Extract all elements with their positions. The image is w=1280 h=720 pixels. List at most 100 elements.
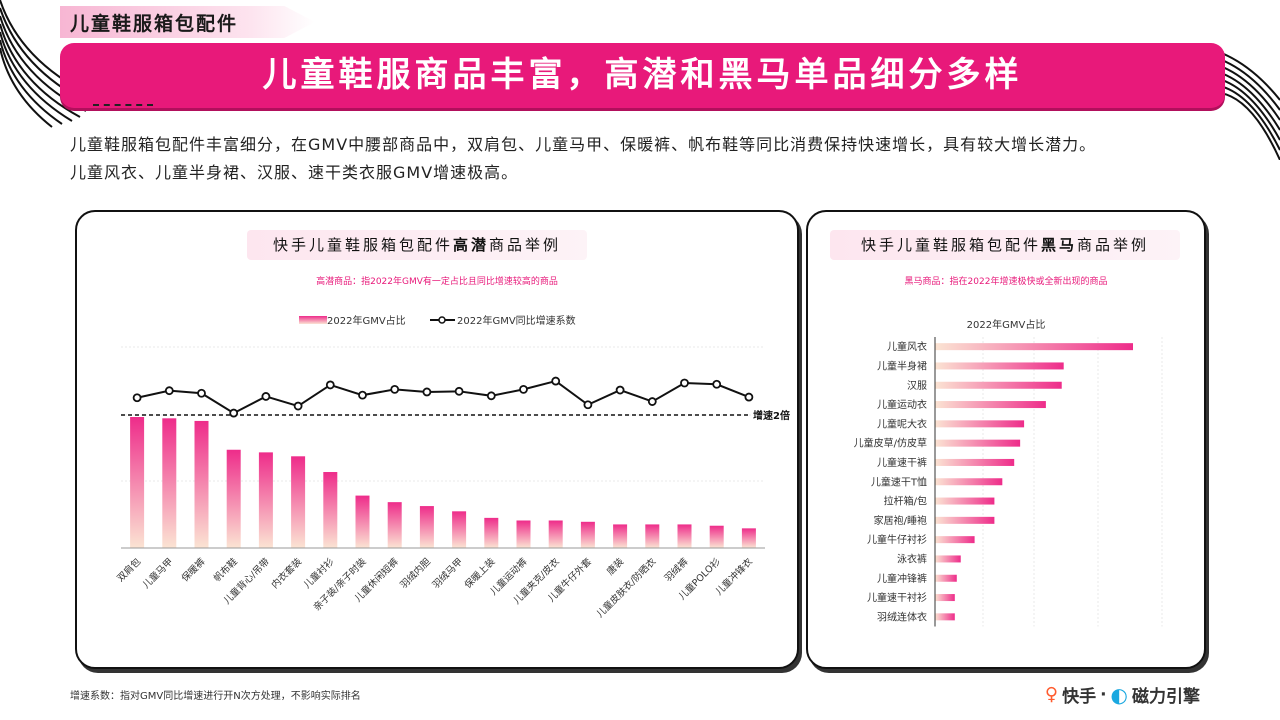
bar-保暖裤 [194,420,209,548]
y-tick-label: 泳衣裤 [897,552,927,565]
y-tick-label: 拉杆箱/包 [884,495,927,508]
growth-point-亲子装/亲子时装 [358,390,367,400]
x-tick-label: 帆布鞋 [211,555,240,584]
growth-point-儿童牛仔外套 [583,400,593,410]
dark-horse-subtitle: 黑马商品：指在2022年增速极快或全新出现的商品 [904,277,1108,287]
banner-divider [93,104,153,106]
hbar-儿童牛仔衬衫 [935,536,975,544]
x-tick-label: 保暖裤 [179,555,208,584]
bar-儿童衬衫 [323,472,338,548]
page-title-banner: 儿童鞋服商品丰富，高潜和黑马单品细分多样 [60,43,1225,108]
growth-point-儿童冲锋衣 [744,392,754,402]
x-tick-label: 儿童马甲 [140,556,175,591]
footnote: 增速系数：指对GMV同比增速进行开N次方处理，不影响实际排名 [70,691,361,702]
dark-horse-panel: 快手儿童鞋服箱包配件黑马商品举例 黑马商品：指在2022年增速极快或全新出现的商… [806,210,1206,669]
y-tick-label: 儿童冲锋裤 [877,572,927,585]
growth-point-儿童皮肤衣/防晒衣 [647,397,657,406]
bar-儿童休闲短裤 [387,502,402,548]
dark-horse-title-suffix: 商品举例 [1077,236,1150,254]
bar-羽绒马甲 [452,511,467,548]
bar-双肩包 [130,417,145,548]
hbar-儿童速干T恤 [935,478,1003,486]
bar-帆布鞋 [226,449,241,548]
hbar-儿童速干裤 [935,458,1015,466]
dark-horse-title-prefix: 快手儿童鞋服箱包配件 [860,236,1041,254]
legend-label-line: 2022年GMV同比增速系数 [457,314,576,327]
growth-point-儿童休闲短裤 [390,384,400,394]
bar-儿童牛仔外套 [580,521,595,548]
hbar-儿童速干衬衫 [935,594,955,602]
growth-point-羽绒内胆 [422,387,432,397]
y-tick-label: 羽绒连体衣 [877,610,927,623]
bar-儿童背心/吊带 [258,452,273,548]
bar-儿童皮肤衣/防晒衣 [645,524,660,548]
bar-儿童冲锋衣 [741,528,756,548]
x-tick-label: 羽绒裤 [662,555,691,584]
bar-儿童POLO衫 [709,525,724,548]
hbar-拉杆箱/包 [935,497,995,505]
high-potential-subtitle: 高潜商品：指2022年GMV有一定占比且同比增速较高的商品 [316,277,558,287]
cili-logo-text: 磁力引擎 [1132,687,1200,707]
growth-point-儿童背心/吊带 [261,392,271,401]
growth-point-唐装 [615,385,625,395]
hbar-儿童呢大衣 [935,420,1025,428]
y-tick-label: 儿童风衣 [887,340,927,353]
hbar-羽绒连体衣 [935,613,955,621]
y-tick-label: 儿童运动衣 [877,398,927,411]
high-potential-title-suffix: 商品举例 [489,236,562,254]
bar-唐装 [613,524,628,548]
intro-text: 儿童鞋服箱包配件丰富细分，在GMV中腰部商品中，双肩包、儿童马甲、保暖裤、帆布鞋… [70,131,1250,187]
dark-horse-title: 快手儿童鞋服箱包配件黑马商品举例 [830,230,1180,260]
legend-bar-swatch [299,316,327,324]
hbar-家居袍/睡袍 [935,516,995,524]
growth-point-双肩包 [132,393,142,403]
x-tick-label: 内衣套装 [269,555,305,591]
cili-logo-icon: ◐ [1110,682,1128,707]
growth-point-保暖裤 [197,388,206,398]
reference-line-label: 增速2倍 [753,409,790,422]
bar-儿童马甲 [162,418,177,548]
bar-儿童夹克/皮衣 [548,520,563,548]
bar-亲子装/亲子时装 [355,495,370,548]
high-potential-panel: 快手儿童鞋服箱包配件高潜商品举例 高潜商品：指2022年GMV有一定占比且同比增… [75,210,799,669]
dark-horse-title-bold: 黑马 [1040,236,1077,254]
growth-line [136,379,750,415]
x-tick-label: 儿童皮肤衣/防晒衣 [594,555,659,620]
kuaishou-logo-text: 快手 [1062,687,1097,707]
growth-point-儿童衬衫 [325,380,335,390]
y-tick-label: 儿童速干衬衫 [867,591,927,604]
y-tick-label: 儿童皮草/仿皮草 [854,437,927,450]
section-tag-label: 儿童鞋服箱包配件 [70,13,239,35]
dark-horse-chart: 2022年GMV占比儿童风衣儿童半身裙汉服儿童运动衣儿童呢大衣儿童皮草/仿皮草儿… [854,318,1163,627]
hbar-儿童皮草/仿皮草 [935,439,1021,447]
x-tick-label: 双肩包 [115,555,144,584]
high-potential-title-prefix: 快手儿童鞋服箱包配件 [272,236,453,254]
growth-point-儿童POLO衫 [712,379,722,389]
y-tick-label: 家居袍/睡袍 [874,514,927,527]
y-tick-label: 汉服 [907,380,927,392]
hbar-儿童冲锋裤 [935,574,957,582]
high-potential-title-bold: 高潜 [452,236,489,254]
x-tick-label: 羽绒内胆 [398,555,434,591]
x-tick-label: 唐装 [604,555,626,577]
bar-儿童运动裤 [516,520,531,548]
growth-point-羽绒马甲 [454,386,464,396]
section-tag: 儿童鞋服箱包配件 [60,6,315,38]
growth-point-帆布鞋 [229,408,239,418]
page-title: 儿童鞋服商品丰富，高潜和黑马单品细分多样 [262,55,1023,95]
decorative-lines-left [0,0,91,128]
y-tick-label: 儿童速干裤 [877,456,927,469]
chart-legend: 2022年GMV占比 2022年GMV同比增速系数 [299,314,576,327]
growth-point-儿童运动裤 [519,384,528,394]
growth-point-儿童夹克/皮衣 [551,376,561,386]
growth-point-儿童马甲 [164,386,174,396]
bar-保暖上装 [484,517,499,548]
y-tick-label: 儿童呢大衣 [877,417,927,430]
kuaishou-logo-icon: ♀ [1044,684,1059,705]
hbar-泳衣裤 [935,555,961,563]
high-potential-title: 快手儿童鞋服箱包配件高潜商品举例 [247,230,587,260]
hbar-儿童风衣 [935,343,1133,351]
legend-line-marker [438,316,446,324]
hbar-汉服 [935,381,1062,389]
